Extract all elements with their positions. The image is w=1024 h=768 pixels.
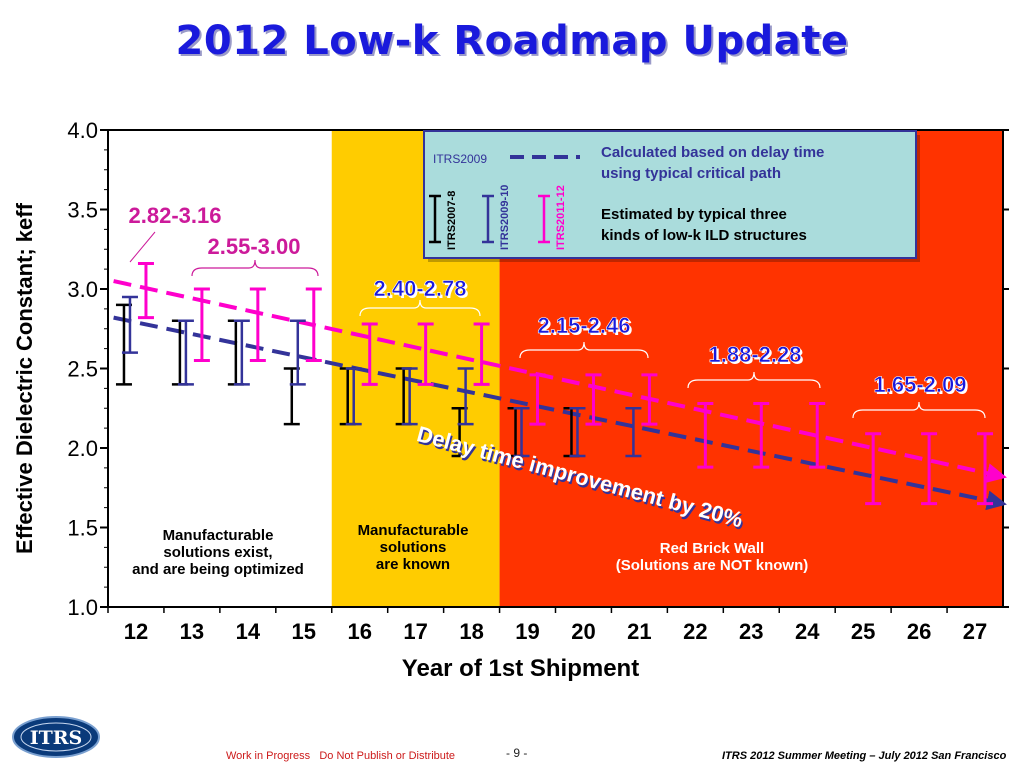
x-tick-label: 23 xyxy=(739,619,763,644)
error-bar xyxy=(177,319,194,386)
x-tick-label: 12 xyxy=(124,619,148,644)
legend-note-structures: kinds of low-k ILD structures xyxy=(601,227,807,244)
error-bar xyxy=(569,407,586,458)
region-label: and are being optimized xyxy=(132,561,304,578)
x-tick-label: 22 xyxy=(683,619,707,644)
range-label-shadow: 2.15-2.46 xyxy=(540,315,633,340)
x-tick-label: 21 xyxy=(627,619,651,644)
region-label: solutions exist, xyxy=(163,544,272,561)
region-label: Manufacturable xyxy=(358,522,469,539)
trend-line xyxy=(113,315,1007,511)
range-label: 2.55-3.00 xyxy=(208,234,301,259)
legend-note-delay: using typical critical path xyxy=(601,165,781,182)
error-bars-layer xyxy=(115,262,994,506)
range-label-shadow: 1.88-2.28 xyxy=(711,344,804,369)
error-bar xyxy=(585,373,602,426)
error-bar xyxy=(753,401,770,469)
x-tick-label: 18 xyxy=(459,619,483,644)
x-tick-label: 15 xyxy=(292,619,316,644)
page-title: 2012 Low-k Roadmap Update xyxy=(175,18,849,64)
legend-series-label: ITRS2011-12 xyxy=(555,185,567,250)
y-axis-label: Effective Dielectric Constant; keff xyxy=(12,202,37,554)
svg-text:ITRS: ITRS xyxy=(30,727,83,749)
axes-layer: 1.0 1.5 2.0 2.5 3.0 3.5 4.0 12 13 14 15 16 17 18 19 20 2… xyxy=(12,118,1009,682)
x-tick-label: 19 xyxy=(515,619,539,644)
error-bar xyxy=(865,432,882,506)
error-bar xyxy=(249,287,266,363)
x-tick-label: 25 xyxy=(851,619,875,644)
error-bar xyxy=(233,319,250,386)
page-number: - 9 - xyxy=(506,746,528,760)
footer-disclaimer: Work in Progress Do Not Publish or Distr… xyxy=(226,750,456,762)
y-tick-label: 2.5 xyxy=(67,357,98,382)
error-bar xyxy=(921,432,938,506)
range-label: 2.82-3.16 xyxy=(129,203,222,228)
error-bar xyxy=(121,295,138,354)
range-label: 1.65-2.09 xyxy=(874,372,967,397)
region-label: solutions xyxy=(380,539,447,556)
x-tick-label: 13 xyxy=(180,619,204,644)
error-bar xyxy=(513,407,530,458)
range-brace xyxy=(852,401,986,419)
error-bar xyxy=(473,322,490,386)
y-tick-label: 3.0 xyxy=(67,277,98,302)
x-axis-label: Year of 1st Shipment xyxy=(402,655,639,682)
region-label: Red Brick Wall xyxy=(660,540,764,557)
error-bar xyxy=(193,287,210,363)
legend-series-label: ITRS2009-10 xyxy=(499,185,511,250)
range-brace xyxy=(519,341,649,359)
trend-line xyxy=(113,279,1007,483)
x-tick-label: 20 xyxy=(571,619,595,644)
region-label: (Solutions are NOT known) xyxy=(616,557,809,574)
legend-dashed-label: ITRS2009 xyxy=(433,152,487,166)
range-label: 2.40-2.78 xyxy=(374,276,467,301)
error-bar xyxy=(417,322,434,386)
legend-note-delay: Calculated based on delay time xyxy=(601,144,824,161)
error-bar xyxy=(457,367,474,426)
region-label: are known xyxy=(376,556,450,573)
x-tick-label: 17 xyxy=(403,619,427,644)
legend-note-structures: Estimated by typical three xyxy=(601,206,787,223)
x-tick-label: 16 xyxy=(347,619,371,644)
error-bar xyxy=(697,401,714,469)
x-tick-label: 27 xyxy=(963,619,987,644)
region-label: Manufacturable xyxy=(163,527,274,544)
error-bar xyxy=(401,367,418,426)
trend-layer xyxy=(113,279,1007,511)
error-bar xyxy=(361,322,378,386)
x-tick-label: 24 xyxy=(795,619,820,644)
footer-meeting: ITRS 2012 Summer Meeting – July 2012 San… xyxy=(722,750,1007,762)
error-bar xyxy=(345,367,362,426)
error-bar xyxy=(289,319,306,386)
x-tick-label: 26 xyxy=(907,619,931,644)
range-label-shadow: 1.65-2.09 xyxy=(876,374,969,399)
y-tick-label: 3.5 xyxy=(67,198,98,223)
low-k-roadmap-chart: 1.0 1.5 2.0 2.5 3.0 3.5 4.0 12 13 14 15 16 17 18 19 20 2… xyxy=(12,118,1009,682)
error-bar xyxy=(529,373,546,426)
y-tick-label: 2.0 xyxy=(67,436,98,461)
range-pointer xyxy=(129,231,156,263)
range-label-shadow: 2.40-2.78 xyxy=(376,278,469,303)
y-tick-label: 1.5 xyxy=(67,516,98,541)
error-bar xyxy=(137,262,154,320)
range-brace xyxy=(191,259,319,277)
range-label: 2.15-2.46 xyxy=(538,313,631,338)
x-tick-label: 14 xyxy=(236,619,261,644)
legend-series-label: ITRS2007-8 xyxy=(446,191,458,250)
range-brace xyxy=(359,299,481,317)
error-bar xyxy=(305,287,322,363)
legend: ITRS2009 ITRS2007-8 ITRS2009-10 ITRS2011-12… xyxy=(423,130,920,262)
itrs-logo: ITRS xyxy=(10,714,102,765)
error-bar xyxy=(625,407,642,458)
range-brace xyxy=(687,371,821,389)
error-bar xyxy=(641,373,658,426)
error-bar xyxy=(809,401,826,469)
y-tick-label: 1.0 xyxy=(67,595,98,620)
error-bar xyxy=(977,432,994,506)
legend-box xyxy=(423,130,917,259)
range-label: 1.88-2.28 xyxy=(709,342,802,367)
y-tick-label: 4.0 xyxy=(67,118,98,143)
